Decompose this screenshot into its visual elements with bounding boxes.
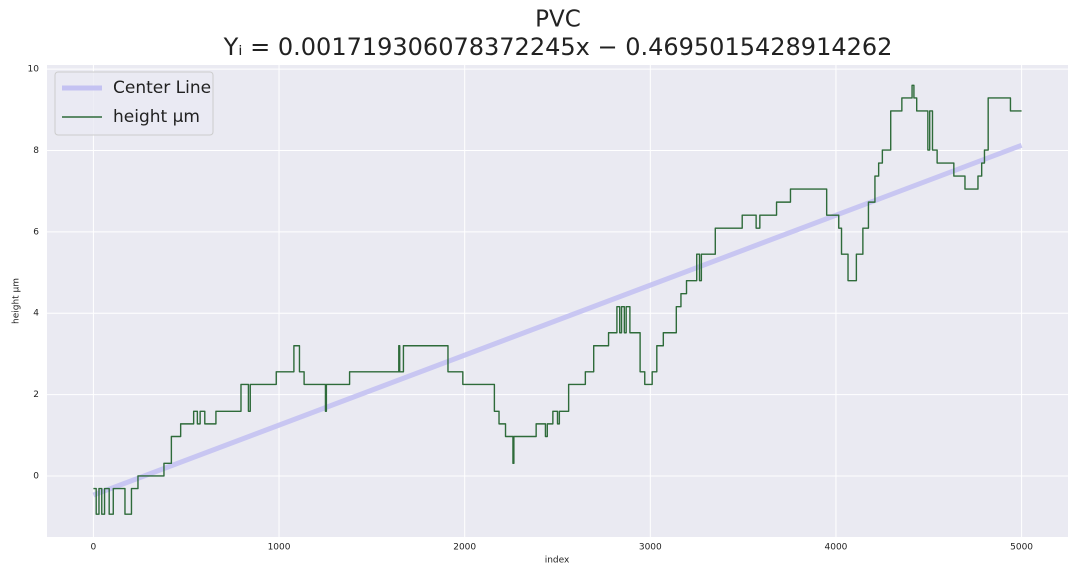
y-tick-label: 0 — [33, 471, 39, 481]
chart-title: PVC — [535, 7, 581, 33]
plot-area — [47, 65, 1068, 537]
x-tick-label: 5000 — [1010, 543, 1033, 553]
data-line — [92, 142, 1023, 498]
x-tick-label: 2000 — [453, 543, 476, 553]
chart-subtitle: Yᵢ = 0.001719306078372245x − 0.469501542… — [223, 33, 893, 61]
x-axis-label: index — [545, 556, 570, 566]
y-tick-label: 8 — [33, 146, 39, 156]
grid — [47, 65, 1068, 537]
legend: Center Line height μm — [54, 71, 214, 136]
x-tick-label: 3000 — [639, 543, 662, 553]
y-tick-label: 4 — [33, 309, 39, 319]
y-tick-label: 10 — [28, 65, 40, 75]
x-tick-label: 4000 — [825, 543, 848, 553]
legend-label: Center Line — [113, 78, 211, 98]
legend-label: height μm — [113, 107, 200, 127]
data-line — [93, 84, 1022, 515]
x-tick-label: 0 — [91, 543, 97, 553]
y-tick-label: 6 — [33, 227, 39, 237]
y-axis-label: height μm — [12, 278, 22, 324]
y-tick-label: 2 — [33, 390, 39, 400]
x-tick-label: 1000 — [268, 543, 291, 553]
marks — [92, 84, 1023, 515]
